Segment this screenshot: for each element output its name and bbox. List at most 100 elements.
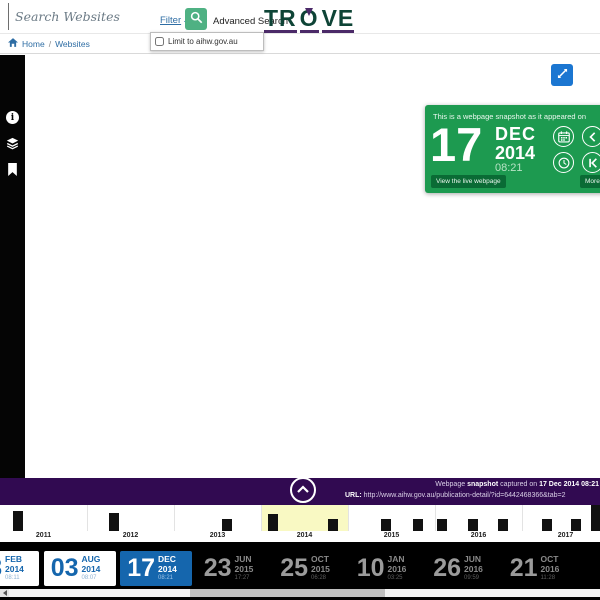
search-button[interactable] bbox=[185, 8, 207, 30]
more-snapshots-button[interactable]: More snapshots bbox=[580, 175, 600, 188]
snapshot-card[interactable]: 23 JUN 2015 17:27 bbox=[197, 551, 269, 586]
fullscreen-button[interactable] bbox=[551, 64, 573, 86]
card-year: 2016 bbox=[540, 563, 560, 574]
snapshot-time: 08:21 bbox=[495, 162, 523, 174]
first-snapshot-icon[interactable] bbox=[582, 152, 600, 173]
card-time: 08:11 bbox=[5, 574, 20, 581]
info-icon[interactable]: i bbox=[6, 111, 19, 124]
card-month: FEB bbox=[5, 554, 22, 564]
timeline-year-label: 2015 bbox=[383, 532, 400, 539]
capture-caption: Webpage snapshot captured on 17 Dec 2014… bbox=[435, 481, 599, 488]
card-month: OCT bbox=[311, 554, 329, 564]
snapshot-card[interactable]: 2 bbox=[579, 551, 600, 586]
timeline-year-label: 2016 bbox=[470, 532, 487, 539]
timeline-year-cell-2016[interactable] bbox=[435, 505, 522, 531]
timeline-year-label: 2014 bbox=[296, 532, 313, 539]
footer-strip bbox=[0, 597, 600, 600]
snapshot-viewport: i This is a webpage snapshot as it appea… bbox=[0, 55, 600, 478]
timeline-snapshot-bar bbox=[13, 511, 23, 531]
timeline-snapshot-bar bbox=[542, 519, 552, 531]
timeline-year-cell-2015[interactable] bbox=[348, 505, 435, 531]
card-day: 8 bbox=[0, 551, 5, 586]
card-time: 08:21 bbox=[158, 574, 174, 581]
snapshot-nav-icons bbox=[553, 126, 600, 173]
card-month: JUN bbox=[464, 554, 482, 564]
timeline-year-cell-2017[interactable] bbox=[522, 505, 600, 531]
advanced-search-link[interactable]: Advanced Search bbox=[213, 16, 288, 27]
snapshot-card[interactable]: 25 OCT 2015 06:28 bbox=[273, 551, 345, 586]
timeline-years: 2011 2012 2013 2014 2015 2016 2017 bbox=[0, 531, 600, 542]
card-time: 17:27 bbox=[234, 574, 250, 581]
card-year: 2016 bbox=[464, 563, 483, 574]
calendar-icon[interactable] bbox=[553, 126, 574, 147]
timeline-snapshot-bar bbox=[571, 519, 581, 531]
breadcrumb-separator: / bbox=[48, 38, 52, 49]
snapshot-card[interactable]: 17 DEC 2014 08:21 bbox=[120, 551, 192, 586]
timeline-snapshot-bar bbox=[268, 514, 278, 531]
limit-domain-checkbox[interactable] bbox=[155, 37, 164, 46]
breadcrumb-current: Websites bbox=[55, 38, 90, 49]
filter-dropdown: Limit to aihw.gov.au bbox=[150, 32, 264, 51]
snapshot-info-panel: This is a webpage snapshot as it appeare… bbox=[425, 105, 600, 193]
bookmark-icon[interactable] bbox=[6, 162, 20, 176]
card-time: 11:28 bbox=[540, 574, 556, 581]
timeline-year-cell-2013[interactable] bbox=[174, 505, 261, 531]
card-year: 2016 bbox=[387, 563, 407, 574]
breadcrumb-row: Home / Websites bbox=[0, 33, 600, 54]
scrollbar-thumb[interactable] bbox=[190, 589, 385, 597]
timeline-snapshot-bar bbox=[468, 519, 478, 531]
card-month: AUG bbox=[81, 554, 101, 564]
timeline-year-label: 2012 bbox=[122, 532, 139, 539]
timeline-year-label: 2017 bbox=[557, 532, 574, 539]
breadcrumb-home-link[interactable]: Home bbox=[22, 38, 45, 49]
snapshot-card-strip: 8FEB201408:1103AUG201408:0717DEC201408:2… bbox=[0, 542, 600, 600]
card-month: DEC bbox=[158, 554, 176, 564]
card-year: 2015 bbox=[234, 563, 254, 574]
timeline-snapshot-bar bbox=[328, 519, 338, 531]
timeline-scrollbar[interactable] bbox=[0, 589, 600, 597]
snapshot-card[interactable]: 8FEB201408:11 bbox=[0, 551, 39, 586]
capture-url: URL: http://www.aihw.gov.au/publication-… bbox=[345, 492, 566, 499]
chevron-left-icon[interactable] bbox=[582, 126, 600, 147]
layers-icon[interactable] bbox=[6, 136, 20, 150]
filter-label: Filter bbox=[160, 15, 182, 26]
left-tool-rail: i bbox=[0, 55, 25, 478]
snapshot-intro-text: This is a webpage snapshot as it appeare… bbox=[433, 112, 587, 121]
limit-domain-label[interactable]: Limit to aihw.gov.au bbox=[168, 37, 238, 46]
snapshot-card[interactable]: 21 OCT 2016 11:28 bbox=[503, 551, 575, 586]
timeline-snapshot-bar bbox=[413, 519, 423, 531]
snapshot-card[interactable]: 03 AUG 2014 08:07 bbox=[43, 551, 116, 586]
card-year: 2014 bbox=[81, 563, 101, 574]
card-day: 10 bbox=[356, 554, 385, 582]
timeline-year-cell-2012[interactable] bbox=[87, 505, 174, 531]
snapshot-card[interactable]: 10 JAN 2016 03:25 bbox=[350, 551, 422, 586]
timeline-snapshot-bar bbox=[222, 519, 232, 531]
card-year: 2014 bbox=[5, 563, 24, 574]
snapshot-card[interactable]: 26 JUN 2016 09:59 bbox=[426, 551, 498, 586]
card-month: JAN bbox=[387, 554, 405, 564]
snapshot-year: 2014 bbox=[495, 143, 536, 163]
view-live-webpage-button[interactable]: View the live webpage bbox=[431, 175, 506, 188]
card-day: 23 bbox=[203, 554, 232, 582]
logo-part-ve: VE bbox=[321, 6, 355, 35]
home-icon bbox=[8, 38, 18, 49]
card-time: 06:28 bbox=[311, 574, 327, 581]
timeline-snapshot-bar bbox=[381, 519, 391, 531]
logo-notch-icon bbox=[305, 8, 314, 16]
card-day: 03 bbox=[50, 554, 79, 582]
scroll-left-button[interactable] bbox=[0, 589, 9, 597]
search-icon bbox=[190, 11, 203, 27]
card-month: OCT bbox=[540, 554, 559, 564]
card-day: 17 bbox=[127, 554, 155, 582]
timeline-snapshot-bar bbox=[591, 505, 600, 531]
chevron-up-icon[interactable] bbox=[290, 477, 316, 503]
card-day: 21 bbox=[509, 554, 538, 582]
clock-icon[interactable] bbox=[553, 152, 574, 173]
card-day: 2 bbox=[579, 551, 600, 586]
snapshot-cards: 8FEB201408:1103AUG201408:0717DEC201408:2… bbox=[0, 551, 600, 586]
diagonal-resize-icon bbox=[556, 67, 569, 83]
search-input[interactable] bbox=[8, 3, 158, 30]
timeline-snapshot-bar bbox=[109, 513, 119, 531]
